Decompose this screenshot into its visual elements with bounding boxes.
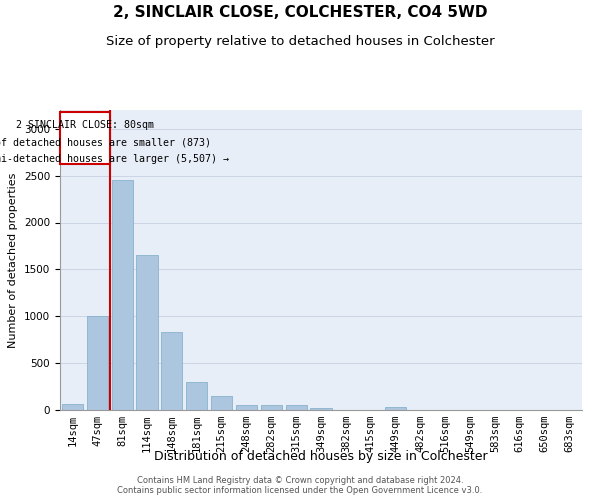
Bar — [236, 405, 257, 410]
Bar — [87, 316, 108, 410]
Y-axis label: Number of detached properties: Number of detached properties — [8, 172, 19, 348]
Bar — [136, 256, 158, 410]
Text: 2 SINCLAIR CLOSE: 80sqm: 2 SINCLAIR CLOSE: 80sqm — [16, 120, 154, 130]
Bar — [161, 332, 182, 410]
Bar — [186, 382, 207, 410]
Text: 85% of semi-detached houses are larger (5,507) →: 85% of semi-detached houses are larger (… — [0, 154, 229, 164]
Bar — [62, 404, 83, 410]
Bar — [310, 408, 332, 410]
Text: Contains HM Land Registry data © Crown copyright and database right 2024.
Contai: Contains HM Land Registry data © Crown c… — [118, 476, 482, 495]
Bar — [286, 406, 307, 410]
Bar — [211, 396, 232, 410]
Bar — [112, 180, 133, 410]
Text: Distribution of detached houses by size in Colchester: Distribution of detached houses by size … — [154, 450, 488, 463]
Text: Size of property relative to detached houses in Colchester: Size of property relative to detached ho… — [106, 35, 494, 48]
Bar — [261, 405, 282, 410]
Text: 2, SINCLAIR CLOSE, COLCHESTER, CO4 5WD: 2, SINCLAIR CLOSE, COLCHESTER, CO4 5WD — [113, 5, 487, 20]
Text: ← 14% of detached houses are smaller (873): ← 14% of detached houses are smaller (87… — [0, 137, 211, 147]
FancyBboxPatch shape — [60, 112, 110, 164]
Bar — [385, 407, 406, 410]
